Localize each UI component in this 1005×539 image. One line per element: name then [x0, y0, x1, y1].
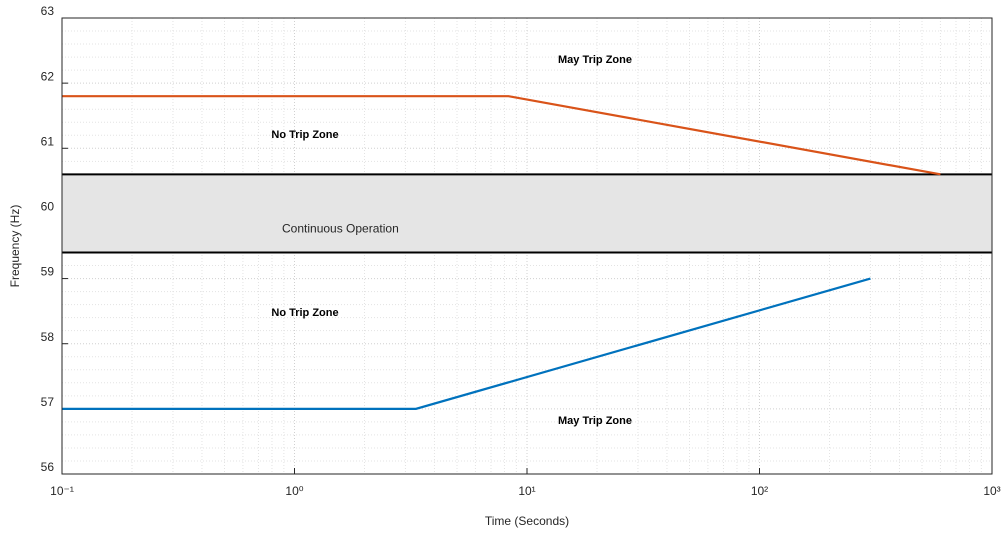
y-tick-label: 62 — [41, 69, 55, 83]
y-tick-label: 57 — [41, 395, 55, 409]
y-tick-label: 60 — [41, 200, 55, 214]
y-tick-label: 63 — [41, 4, 55, 18]
y-tick-label: 59 — [41, 265, 55, 279]
x-tick-label: 10² — [751, 484, 768, 498]
band — [62, 174, 992, 253]
plot-frame — [61, 17, 993, 475]
x-axis-label: Time (Seconds) — [485, 514, 569, 528]
series-line — [62, 95, 941, 176]
x-tick-label: 10³ — [983, 484, 1000, 498]
annotation: May Trip Zone — [558, 54, 632, 66]
y-tick-label: 58 — [41, 330, 55, 344]
x-tick-label: 10⁻¹ — [50, 484, 74, 498]
x-tick-label: 10¹ — [518, 484, 535, 498]
x-tick-label: 10⁰ — [285, 484, 303, 498]
annotation: May Trip Zone — [558, 415, 632, 427]
y-tick-label: 61 — [41, 134, 55, 148]
series-line — [62, 277, 871, 410]
y-axis-label: Frequency (Hz) — [8, 205, 22, 288]
band-label: Continuous Operation — [282, 222, 399, 236]
annotation: No Trip Zone — [271, 307, 338, 319]
annotation: No Trip Zone — [271, 129, 338, 141]
y-tick-label: 56 — [41, 460, 55, 474]
